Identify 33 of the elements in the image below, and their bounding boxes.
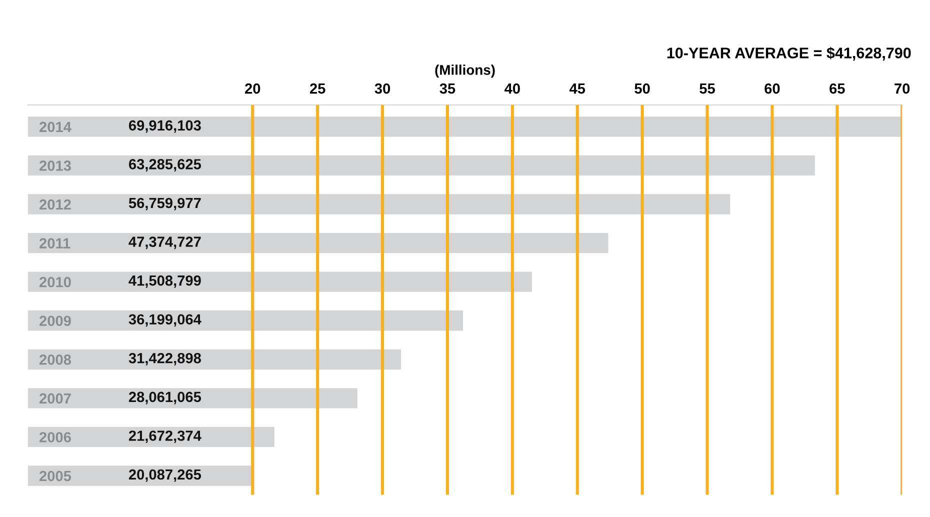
annotation: 28,061,065 [128,392,202,404]
x-tick-label: 50 [634,83,650,94]
y-tick-label: 2011 [40,238,70,248]
x-tick-label: 45 [569,84,586,94]
y-tick-label: 2010 [40,276,71,288]
x-tick-label: 20 [245,83,260,94]
y-tick-label: 2007 [40,393,71,404]
x-tick-label: 65 [830,83,845,94]
x-tick-label: 70 [894,83,910,94]
annotation: 21,672,374 [128,430,202,444]
x-tick-label: 30 [374,83,390,94]
annotation: 69,916,103 [128,120,201,133]
y-tick-label: 2005 [40,470,72,482]
annotation: 41,508,799 [128,275,201,288]
y-tick-label: 2013 [40,160,71,171]
x-axis-title: (Millions) [435,64,495,78]
x-tick-label: 35 [440,83,456,94]
y-tick-label: 2008 [40,354,72,365]
annotation: 20,087,265 [128,469,202,482]
x-tick-label: 60 [764,83,780,94]
x-tick-label: 55 [700,84,715,94]
annotation: 56,759,977 [128,198,201,210]
y-tick-label: 2012 [40,199,71,210]
annotation: 47,374,727 [128,236,201,250]
x-tick-label: 40 [504,83,520,94]
y-tick-label: 2014 [40,122,72,132]
y-tick-label: 2009 [40,316,71,326]
chart-title: 10-YEAR AVERAGE = $41,628,790 [667,46,911,61]
x-tick-label: 25 [310,83,326,94]
annotation: 31,422,898 [128,352,201,366]
annotation: 63,285,625 [128,159,202,172]
annotation: 36,199,064 [128,314,202,327]
y-tick-label: 2006 [40,432,71,442]
